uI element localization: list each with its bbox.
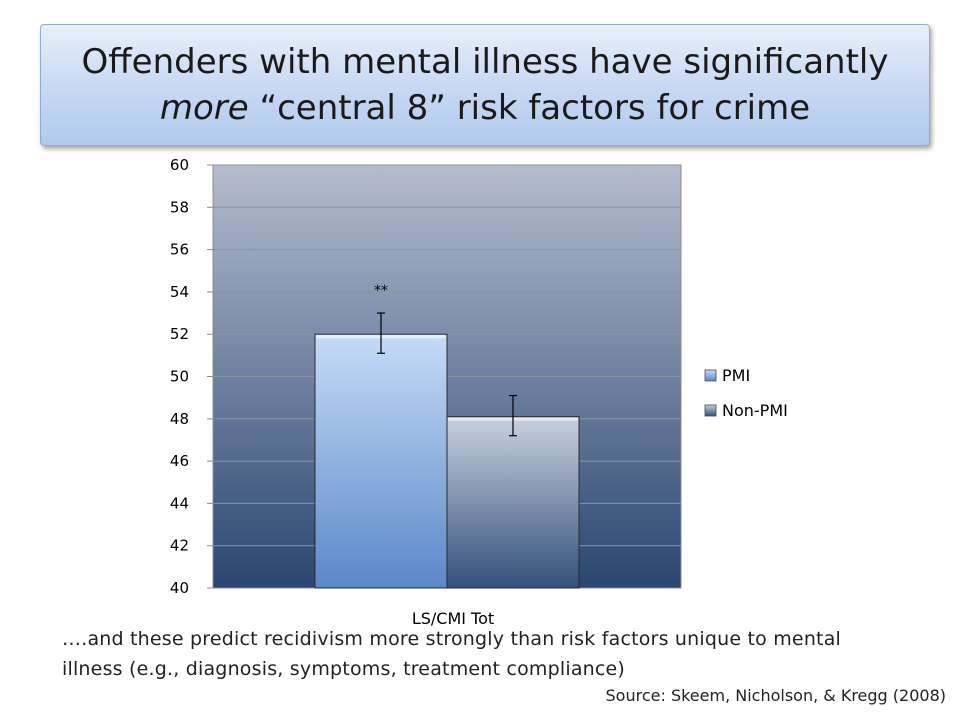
- y-tick-label: 40: [170, 579, 189, 597]
- y-tick-label: 58: [170, 198, 189, 216]
- y-tick-label: 44: [170, 494, 189, 512]
- title-emphasis: more: [159, 88, 249, 128]
- y-tick-label: 50: [170, 368, 189, 386]
- title-banner: Offenders with mental illness have signi…: [40, 24, 930, 146]
- y-tick-label: 60: [170, 156, 189, 174]
- bar-pmi: [314, 333, 448, 589]
- legend-swatch-pmi: [704, 369, 717, 382]
- title-line-2-rest: “central 8” risk factors for crime: [248, 88, 811, 128]
- legend-label-pmi: PMI: [722, 366, 750, 385]
- slide-title-line-2: more “central 8” risk factors for crime: [160, 85, 810, 131]
- y-tick-label: 56: [170, 241, 189, 259]
- y-tick-label: 54: [170, 283, 189, 301]
- significance-annotation: **: [374, 283, 388, 299]
- y-tick-label: 52: [170, 325, 189, 343]
- source-citation: Source: Skeem, Nicholson, & Kregg (2008): [605, 686, 946, 705]
- legend-label-non-pmi: Non-PMI: [722, 401, 788, 420]
- bar-non-pmi: [446, 416, 580, 589]
- y-tick-label: 42: [170, 537, 189, 555]
- legend-swatch-non-pmi: [704, 404, 717, 417]
- footnote-text: ….and these predict recidivism more stro…: [62, 628, 842, 680]
- y-tick-label: 46: [170, 452, 189, 470]
- x-category-label: LS/CMI Tot: [412, 609, 494, 628]
- y-tick-label: 48: [170, 410, 189, 428]
- slide-title-line-1: Offenders with mental illness have signi…: [81, 42, 889, 82]
